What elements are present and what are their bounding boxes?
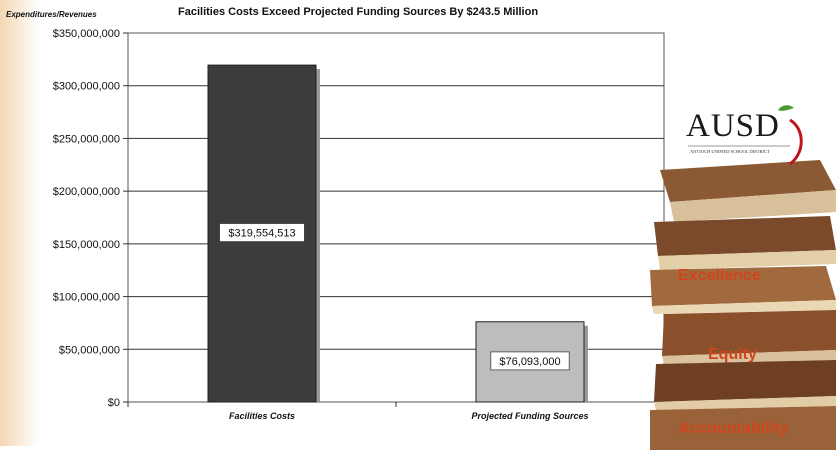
ausd-logo: ANTIOCH UNIFIED SCHOOL DISTRICT AUSD: [678, 100, 808, 170]
x-category-label: Facilities Costs: [229, 411, 295, 421]
chart-title: Facilities Costs Exceed Projected Fundin…: [178, 6, 539, 18]
y-tick-label: $350,000,000: [53, 28, 120, 40]
logo-text: AUSD: [686, 108, 780, 144]
data-label-box: [219, 223, 305, 242]
apple-logo-icon: ANTIOCH UNIFIED SCHOOL DISTRICT: [688, 105, 803, 166]
data-label: $76,093,000: [499, 356, 560, 368]
y-tick-label: $150,000,000: [53, 239, 120, 251]
logo-subtext: ANTIOCH UNIFIED SCHOOL DISTRICT: [690, 149, 770, 154]
y-tick-label: $0: [108, 397, 120, 409]
motto-accountability: Accountability: [678, 420, 789, 437]
data-label-box: [490, 351, 570, 371]
y-tick-label: $200,000,000: [53, 186, 120, 198]
book-stack-image: [650, 160, 836, 450]
x-category-label: Projected Funding Sources: [471, 411, 588, 421]
y-axis-title: Expenditures/Revenues: [6, 10, 97, 19]
data-label: $319,554,513: [228, 228, 295, 240]
y-tick-label: $300,000,000: [53, 81, 120, 93]
y-tick-label: $250,000,000: [53, 133, 120, 145]
motto-equity: Equity: [708, 346, 757, 363]
background-glow: [0, 0, 40, 446]
branding-panel: ANTIOCH UNIFIED SCHOOL DISTRICT AUSD Exc…: [650, 100, 836, 450]
y-tick-label: $50,000,000: [59, 344, 120, 356]
y-tick-label: $100,000,000: [53, 292, 120, 304]
motto-excellence: Excellence: [678, 267, 761, 284]
